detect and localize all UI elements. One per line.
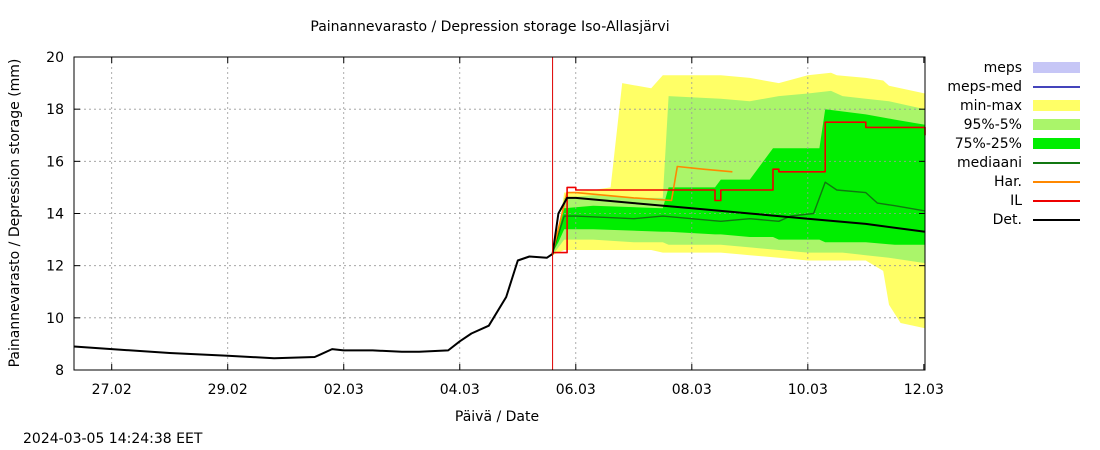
y-tick-label: 10 [46, 311, 64, 327]
series-line-il [552, 121, 926, 254]
x-tick-label: 06.03 [556, 382, 596, 398]
x-tick-label: 02.03 [324, 382, 364, 398]
legend-label-il: IL [1010, 193, 1022, 209]
series-line-median [551, 181, 926, 253]
legend-swatch-meps [1033, 62, 1080, 73]
legend-label-p95_5: 95%-5% [964, 117, 1022, 133]
chart-title: Painannevarasto / Depression storage Iso… [310, 19, 669, 35]
chart-legend: meps meps-med min-max 95%-5% 75%-25% mediaani… [947, 60, 1080, 228]
legend-label-det: Det. [993, 212, 1022, 228]
legend-label-p75_25: 75%-25% [955, 136, 1022, 152]
legend-swatch-minmax [1033, 100, 1080, 111]
legend-label-meps_med: meps-med [947, 79, 1022, 95]
y-tick-label: 14 [46, 207, 64, 223]
y-tick-label: 16 [46, 154, 64, 170]
y-tick-label: 18 [46, 102, 64, 118]
x-tick-label: 29.02 [208, 382, 248, 398]
x-tick-label: 10.03 [788, 382, 828, 398]
x-tick-label: 12.03 [904, 382, 944, 398]
legend-swatch-p95_5 [1033, 119, 1080, 130]
band-p75_25 [552, 109, 925, 253]
y-tick-label: 8 [55, 363, 64, 379]
x-axis-label: Päivä / Date [455, 409, 539, 425]
y-axis-label: Painannevarasto / Depression storage (mm… [7, 59, 23, 368]
legend-label-minmax: min-max [960, 98, 1022, 114]
chart-ticks: 8 10 12 14 16 18 20 27.02 29.02 02.03 04.03 06.03 08… [46, 50, 944, 398]
legend-label-har: Har. [994, 174, 1022, 190]
legend-label-median: mediaani [957, 155, 1022, 171]
x-tick-label: 08.03 [672, 382, 712, 398]
y-tick-label: 12 [46, 259, 64, 275]
x-tick-label: 04.03 [440, 382, 480, 398]
legend-swatch-p75_25 [1033, 138, 1080, 149]
series-line-det [73, 196, 926, 360]
x-tick-label: 27.02 [92, 382, 132, 398]
timestamp: 2024-03-05 14:24:38 EET [23, 431, 203, 447]
y-tick-label: 20 [46, 50, 64, 66]
chart-lines [73, 57, 926, 370]
legend-label-meps: meps [984, 60, 1022, 76]
series-line-har [551, 165, 733, 253]
